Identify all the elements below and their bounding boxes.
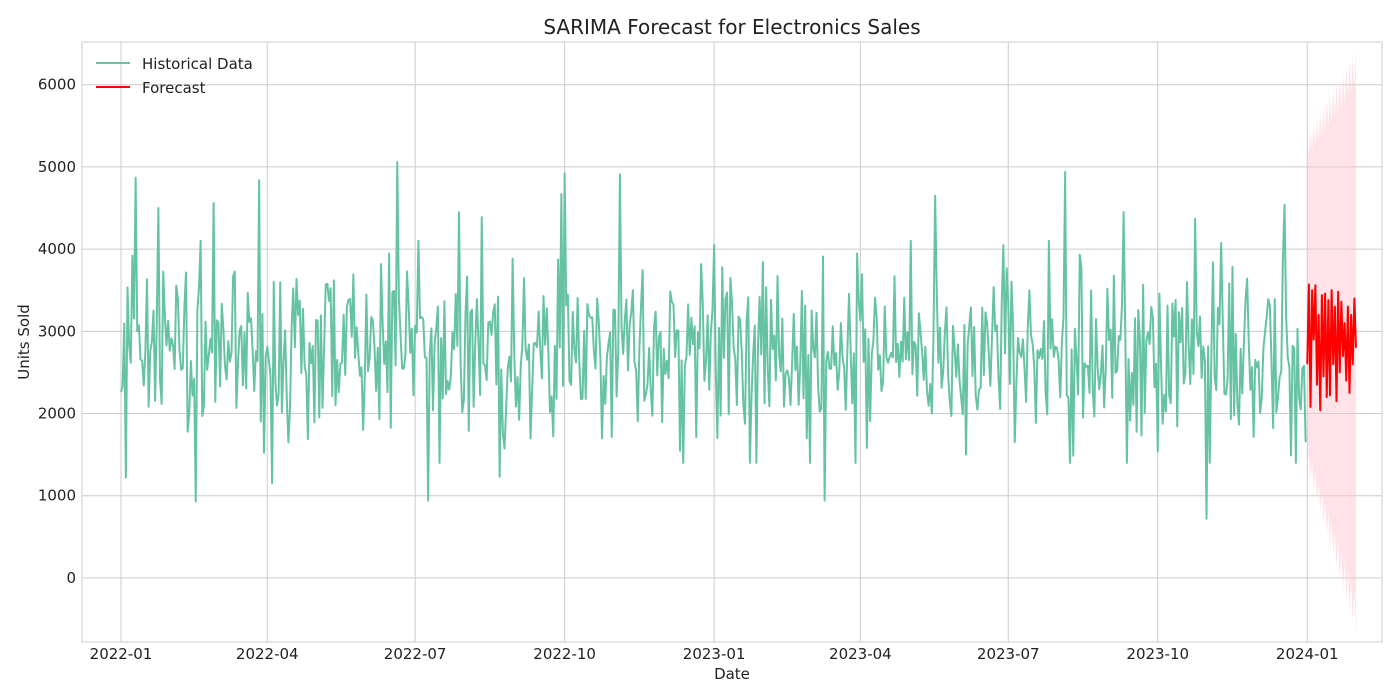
legend: Historical Data Forecast	[96, 55, 253, 97]
y-tick-label: 3000	[38, 322, 76, 340]
y-tick-label: 2000	[38, 405, 76, 423]
y-axis-label: Units Sold	[15, 304, 33, 380]
series-lines	[120, 161, 1357, 520]
y-tick-labels: 0 1000 2000 3000 4000 5000 6000	[38, 76, 76, 587]
y-tick-label: 0	[66, 569, 76, 587]
legend-forecast-label: Forecast	[142, 79, 206, 97]
legend-historical-label: Historical Data	[142, 55, 253, 73]
y-tick-label: 5000	[38, 158, 76, 176]
x-tick-labels: 2022-01 2022-04 2022-07 2022-10 2023-01 2023-…	[90, 645, 1339, 663]
chart-title: SARIMA Forecast for Electronics Sales	[543, 15, 920, 39]
x-tick-label: 2022-01	[90, 645, 153, 663]
x-tick-label: 2022-07	[384, 645, 447, 663]
y-tick-label: 1000	[38, 487, 76, 505]
x-tick-label: 2023-04	[829, 645, 892, 663]
x-axis-label: Date	[714, 665, 750, 683]
y-tick-label: 6000	[38, 76, 76, 94]
x-tick-label: 2023-10	[1126, 645, 1189, 663]
historical-data-line	[120, 161, 1307, 520]
x-tick-label: 2022-10	[533, 645, 596, 663]
x-tick-label: 2023-01	[683, 645, 746, 663]
x-tick-label: 2022-04	[236, 645, 299, 663]
x-tick-label: 2024-01	[1276, 645, 1339, 663]
forecast-line	[1306, 283, 1357, 412]
y-tick-label: 4000	[38, 240, 76, 258]
grid-lines	[82, 42, 1382, 642]
plot-frame	[81, 41, 1383, 643]
x-tick-label: 2023-07	[977, 645, 1040, 663]
